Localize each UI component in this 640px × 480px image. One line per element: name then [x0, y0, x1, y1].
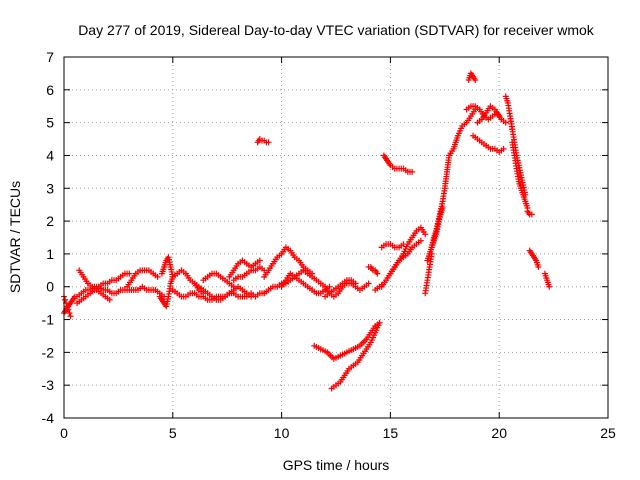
series-hump-7	[200, 270, 237, 290]
data-point	[535, 264, 542, 271]
y-tick-label: -1	[42, 312, 55, 328]
series-wave-12-13	[322, 277, 359, 300]
series-tail-22	[541, 270, 553, 290]
plot-frame	[63, 56, 609, 419]
series-plateau-low	[470, 132, 507, 156]
series-rise-8-9	[230, 264, 268, 284]
y-tick-label: 7	[46, 49, 54, 65]
data-point	[62, 296, 69, 303]
x-tick-label: 15	[383, 425, 399, 441]
y-tick-label: -4	[42, 410, 55, 426]
data-point	[417, 237, 424, 244]
data-point	[65, 306, 72, 313]
series-arc-2	[74, 270, 133, 307]
data-point	[528, 211, 535, 218]
y-tick-label: 1	[46, 246, 54, 262]
series-drop-16.7	[422, 250, 435, 297]
data-point	[126, 270, 133, 277]
x-tick-label: 20	[491, 425, 507, 441]
data-point	[500, 145, 507, 152]
data-point	[365, 280, 372, 287]
series-peak-18.8	[465, 70, 479, 83]
data-point	[230, 283, 237, 290]
data-point	[374, 270, 381, 277]
x-tick-labels: 0 5 10 15 20 25	[60, 425, 616, 441]
series-hump-3	[124, 267, 161, 290]
series-fall-21	[507, 113, 529, 198]
series-tail-21.3	[524, 208, 535, 218]
series-early-low	[61, 283, 168, 316]
data-point	[472, 76, 479, 83]
data-point	[409, 168, 416, 175]
data-point	[256, 257, 263, 264]
y-tick-label: 3	[46, 180, 54, 196]
series-stub-14	[365, 264, 381, 277]
x-tick-label: 0	[60, 425, 68, 441]
series-climb-17-b	[428, 204, 446, 251]
data-point	[546, 283, 553, 290]
y-axis-label: SDTVAR / TECUs	[7, 181, 23, 293]
y-tick-label: 2	[46, 213, 54, 229]
data-point	[502, 119, 509, 126]
data-point	[67, 313, 74, 320]
y-tick-labels: -4 -3 -2 -1 0 1 2 3 4 5 6 7	[42, 49, 55, 426]
data-point	[265, 139, 272, 146]
series-early-start	[61, 293, 74, 320]
chart-title: Day 277 of 2019, Sidereal Day-to-day VTE…	[78, 22, 595, 38]
x-axis-label: GPS time / hours	[283, 457, 390, 473]
series-step-15	[380, 152, 416, 175]
x-tick-label: 5	[169, 425, 177, 441]
series-tail-21.5	[526, 247, 542, 271]
data-points	[61, 70, 553, 392]
series-fall-21-b	[509, 139, 531, 211]
data-point	[106, 296, 113, 303]
series-hump-8	[226, 257, 263, 280]
data-point	[376, 319, 383, 326]
data-point	[439, 204, 446, 211]
series-climb-18	[446, 106, 479, 159]
data-point	[352, 280, 359, 287]
series-climb-17	[424, 152, 453, 264]
data-point	[66, 309, 73, 316]
series-low-arc-2	[328, 319, 383, 392]
y-tick-label: -3	[42, 377, 55, 393]
y-tick-label: 0	[46, 279, 54, 295]
series-hump-10	[261, 244, 316, 280]
y-tick-label: -2	[42, 344, 55, 360]
data-point	[248, 293, 255, 300]
series-rise-15-b	[387, 224, 429, 277]
y-tick-label: 6	[46, 82, 54, 98]
axis-ticks	[63, 56, 609, 419]
data-point	[64, 303, 71, 310]
data-point	[154, 273, 161, 280]
y-tick-label: 4	[46, 147, 54, 163]
grid	[63, 56, 609, 419]
y-tick-label: 5	[46, 115, 54, 131]
x-tick-label: 25	[600, 425, 616, 441]
x-tick-label: 10	[274, 425, 290, 441]
series-wiggle-12-14	[300, 267, 372, 300]
series-stub-15	[378, 241, 407, 251]
data-point	[400, 241, 407, 248]
series-hump-19.5	[474, 103, 503, 126]
series-isolated-9	[254, 136, 272, 146]
data-point	[422, 231, 429, 238]
data-point	[496, 113, 503, 120]
